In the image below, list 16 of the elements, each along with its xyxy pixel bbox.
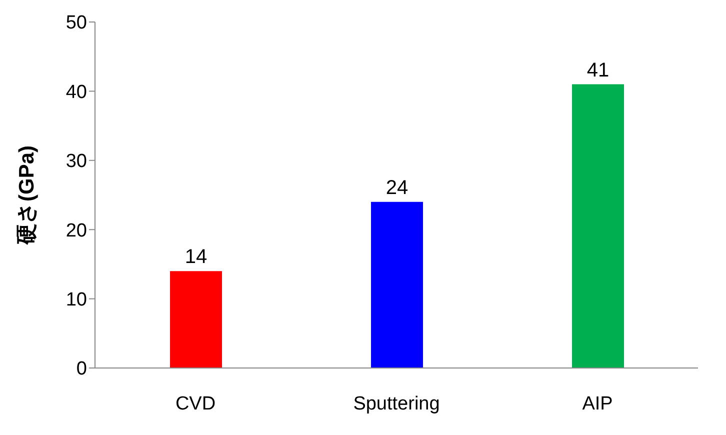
y-tick-label: 50 <box>66 12 87 34</box>
y-tick-label: 40 <box>66 82 87 103</box>
x-tick-label: Sputtering <box>353 393 440 414</box>
bar <box>572 84 624 368</box>
y-tick-label: 30 <box>66 151 87 172</box>
data-label: 14 <box>184 246 208 268</box>
y-tick-label: 20 <box>66 220 87 242</box>
data-label: 41 <box>586 59 610 82</box>
y-tick-label: 0 <box>76 358 87 380</box>
bar <box>371 202 423 368</box>
y-tick-label: 10 <box>66 290 87 311</box>
bar <box>170 271 222 368</box>
data-label: 24 <box>386 176 408 199</box>
y-axis-title: 硬さ(GPa) <box>15 145 38 246</box>
x-tick-label: CVD <box>175 393 216 414</box>
x-tick-label: AIP <box>582 393 613 414</box>
